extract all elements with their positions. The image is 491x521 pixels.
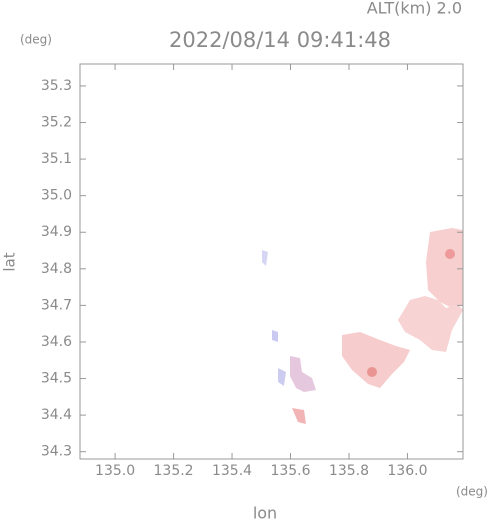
- y-unit: (deg): [20, 33, 52, 47]
- x-tick-label: 135.2: [154, 463, 194, 479]
- echo-core: [445, 249, 455, 259]
- y-tick-label: 34.6: [41, 334, 72, 350]
- y-tick-label: 34.7: [41, 297, 72, 313]
- echo: [398, 296, 463, 352]
- y-tick-label: 34.3: [41, 444, 72, 460]
- x-tick-label: 135.4: [212, 463, 252, 479]
- echo: [426, 228, 463, 308]
- x-tick-label: 136.0: [387, 463, 427, 479]
- echo: [262, 250, 268, 266]
- y-tick-label: 35.0: [41, 188, 72, 204]
- y-tick-label: 35.1: [41, 151, 72, 167]
- y-axis-title: lat: [1, 252, 19, 271]
- y-tick-label: 34.8: [41, 261, 72, 277]
- echo: [290, 356, 316, 392]
- y-tick-label: 34.9: [41, 224, 72, 240]
- x-tick-label: 135.0: [95, 463, 135, 479]
- echo: [278, 368, 286, 386]
- y-tick-label: 34.5: [41, 371, 72, 387]
- radar-echoes: [262, 228, 463, 424]
- echo: [272, 330, 278, 342]
- x-tick-label: 135.8: [329, 463, 369, 479]
- y-tick-label: 35.2: [41, 115, 72, 131]
- x-axis-title: lon: [253, 504, 277, 521]
- altitude-label: ALT(km) 2.0: [367, 0, 462, 18]
- chart-title: 2022/08/14 09:41:48: [169, 28, 391, 52]
- y-tick-label: 34.4: [41, 407, 72, 423]
- plot-frame: [79, 63, 464, 460]
- echo: [292, 408, 306, 424]
- x-unit: (deg): [456, 485, 488, 499]
- y-tick-label: 35.3: [41, 78, 72, 94]
- x-tick-label: 135.6: [270, 463, 310, 479]
- echo-core: [367, 367, 377, 377]
- echo: [342, 332, 410, 388]
